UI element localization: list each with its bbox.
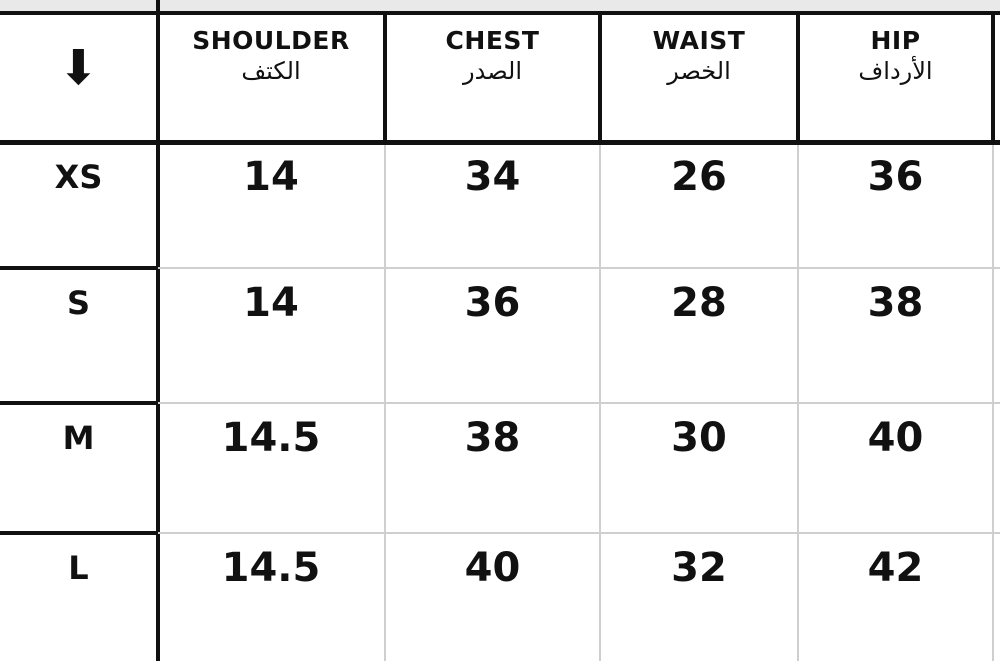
table-cell: 34 — [385, 154, 600, 200]
column-header-ar: الخصر — [667, 57, 731, 85]
header-column-border — [383, 11, 387, 143]
size-row-border — [0, 401, 158, 405]
cell-value: 26 — [671, 154, 727, 200]
header-column-border — [796, 11, 800, 143]
cell-value: 40 — [867, 415, 924, 461]
size-row-border — [0, 531, 158, 535]
table-cell: 40 — [385, 545, 600, 591]
cell-value: 30 — [671, 415, 727, 461]
column-header-chest: CHEST الصدر — [385, 16, 600, 140]
column-header-shoulder: SHOULDER الكتف — [157, 16, 385, 140]
column-header-en: SHOULDER — [192, 26, 350, 55]
size-label: M — [0, 419, 157, 457]
column-header-en: HIP — [870, 26, 921, 55]
cell-value: 14 — [243, 154, 299, 200]
size-label-text: XS — [54, 158, 103, 196]
size-row-border — [0, 266, 158, 270]
column-header-en: WAIST — [652, 26, 746, 55]
body-row-divider — [158, 402, 1000, 404]
header-top-border — [0, 11, 1000, 15]
cell-value: 34 — [464, 154, 521, 200]
header-bottom-border — [0, 140, 1000, 145]
size-column-border — [156, 0, 160, 661]
column-header-ar: الأرداف — [858, 57, 933, 85]
column-header-ar: الكتف — [241, 57, 301, 85]
size-label-text: S — [66, 284, 91, 322]
body-row-divider — [158, 532, 1000, 534]
cell-value: 14.5 — [221, 545, 321, 591]
table-cell: 14 — [157, 280, 385, 326]
corner-cell: ⬇ — [0, 16, 157, 140]
header-column-border — [598, 11, 602, 143]
cell-value: 36 — [464, 280, 521, 326]
table-cell: 38 — [798, 280, 993, 326]
table-cell: 42 — [798, 545, 993, 591]
column-header-en: CHEST — [445, 26, 540, 55]
table-cell: 26 — [600, 154, 798, 200]
cell-value: 36 — [867, 154, 924, 200]
cell-value: 14.5 — [221, 415, 321, 461]
table-cell: 40 — [798, 415, 993, 461]
cell-value: 40 — [464, 545, 521, 591]
cell-value: 32 — [671, 545, 727, 591]
size-label-text: L — [68, 549, 89, 587]
table-cell: 32 — [600, 545, 798, 591]
cell-value: 42 — [867, 545, 924, 591]
cell-value: 38 — [464, 415, 521, 461]
column-header-waist: WAIST الخصر — [600, 16, 798, 140]
cell-value: 38 — [867, 280, 924, 326]
down-arrow-icon: ⬇ — [58, 40, 99, 96]
table-cell: 28 — [600, 280, 798, 326]
column-header-hip: HIP الأرداف — [798, 16, 993, 140]
cell-value: 14 — [243, 280, 299, 326]
table-cell: 14 — [157, 154, 385, 200]
size-label: L — [0, 549, 157, 587]
table-cell: 36 — [385, 280, 600, 326]
size-label: S — [0, 284, 157, 322]
top-strip — [0, 0, 1000, 11]
cell-value: 28 — [671, 280, 727, 326]
column-header-ar: الصدر — [463, 57, 522, 85]
size-label-text: M — [62, 419, 95, 457]
table-cell: 30 — [600, 415, 798, 461]
table-cell: 36 — [798, 154, 993, 200]
size-label: XS — [0, 158, 157, 196]
table-cell: 14.5 — [157, 415, 385, 461]
table-cell: 14.5 — [157, 545, 385, 591]
table-cell: 38 — [385, 415, 600, 461]
body-row-divider — [158, 267, 1000, 269]
header-column-border — [991, 11, 995, 143]
